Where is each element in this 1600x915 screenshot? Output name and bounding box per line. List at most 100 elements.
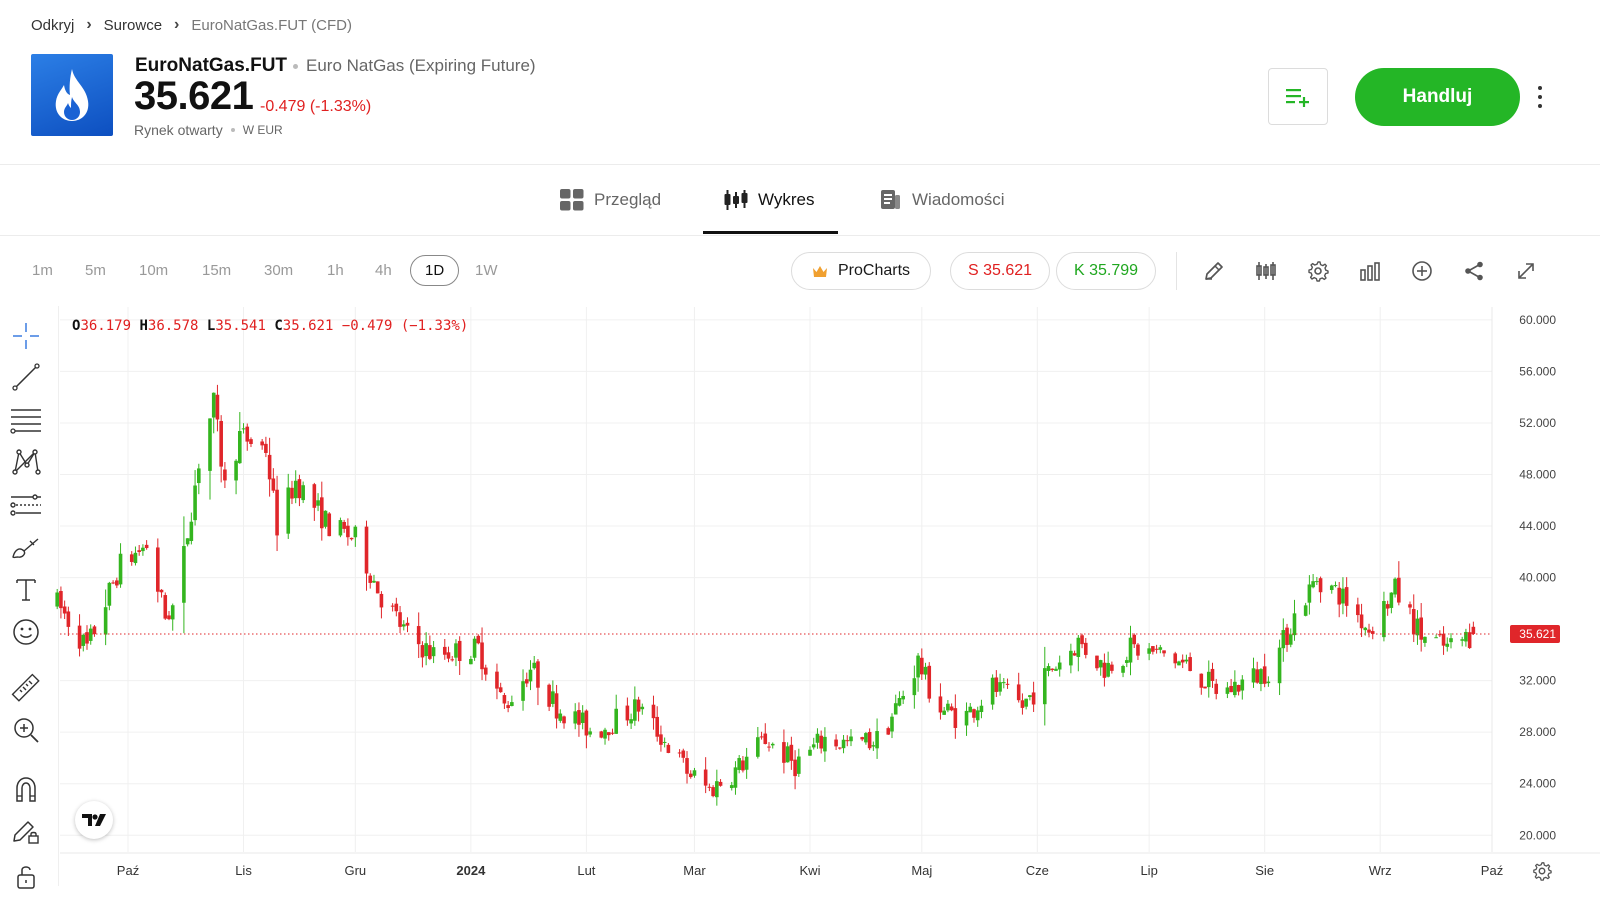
timeframe-4h[interactable]: 4h <box>375 262 392 279</box>
candle-body <box>141 547 145 552</box>
candle-body <box>1266 681 1271 684</box>
candle-body <box>1177 661 1181 666</box>
candle-body <box>785 746 790 763</box>
low-key: L <box>206 318 216 334</box>
candle-body <box>897 698 902 706</box>
candle-type-icon[interactable] <box>1253 258 1279 284</box>
candle-body <box>364 526 369 574</box>
ruler-icon[interactable] <box>10 672 42 704</box>
candle-body <box>1411 609 1416 635</box>
tradingview-logo-icon[interactable] <box>75 801 113 839</box>
candle-body <box>1251 668 1256 683</box>
high-value: 36.578 <box>147 318 199 334</box>
crosshair-icon[interactable] <box>10 320 42 352</box>
candle-body <box>245 426 250 442</box>
add-to-watchlist-button[interactable] <box>1268 68 1328 125</box>
candle-body <box>1180 659 1185 663</box>
brush-icon[interactable] <box>10 532 42 564</box>
candle-body <box>666 744 671 753</box>
magnet-icon[interactable] <box>10 773 42 805</box>
lock-drawings-pencil-icon[interactable] <box>10 815 42 847</box>
trend-line-icon[interactable] <box>10 361 42 393</box>
add-to-list-icon <box>1286 88 1309 107</box>
sell-button[interactable]: S 35.621 <box>950 252 1050 290</box>
pattern-icon[interactable] <box>10 446 42 478</box>
candle-body <box>718 781 723 786</box>
candle-body <box>756 737 760 757</box>
zoom-in-icon[interactable] <box>10 714 42 746</box>
candle-body <box>323 510 328 527</box>
candle-body <box>886 728 891 735</box>
fib-lines-icon[interactable] <box>10 404 42 436</box>
trade-button[interactable]: Handluj <box>1355 68 1520 126</box>
forecast-icon[interactable] <box>10 490 42 522</box>
candle-body <box>1318 578 1323 593</box>
timeframe-5m[interactable]: 5m <box>85 262 106 279</box>
fullscreen-expand-icon[interactable] <box>1513 258 1539 284</box>
text-tool-icon[interactable] <box>10 574 42 606</box>
unlock-icon[interactable] <box>10 860 42 892</box>
timeframe-10m[interactable]: 10m <box>139 262 169 279</box>
add-plus-circle-icon[interactable] <box>1409 258 1435 284</box>
candle-body <box>1288 634 1293 645</box>
flame-icon <box>55 69 89 121</box>
candle-body <box>1199 673 1204 688</box>
timeframe-1h[interactable]: 1h <box>327 262 344 279</box>
candle-body <box>394 603 399 612</box>
tab-overview[interactable]: Przegląd <box>560 166 661 234</box>
x-tick-label: Paź <box>1481 863 1503 878</box>
candle-body <box>875 731 879 749</box>
candle-body <box>834 739 838 747</box>
breadcrumb: Odkryj › Surowce › EuroNatGas.FUT (CFD) <box>31 16 352 34</box>
candle-body <box>1262 666 1267 684</box>
chart-settings-gear-icon[interactable] <box>1531 860 1553 882</box>
tab-news[interactable]: Wiadomości <box>880 166 1005 234</box>
emoji-icon[interactable] <box>10 616 42 648</box>
more-vertical-icon[interactable] <box>1532 84 1548 110</box>
candle-body <box>271 478 276 491</box>
candle-body <box>558 713 563 721</box>
candle-body <box>1449 638 1453 643</box>
candle-body <box>901 695 905 700</box>
timeframe-1m[interactable]: 1m <box>32 262 53 279</box>
candle-body <box>1445 643 1450 647</box>
candle-body <box>275 489 279 536</box>
procharts-button[interactable]: ProCharts <box>791 252 931 290</box>
share-icon[interactable] <box>1461 258 1487 284</box>
candle-body <box>1434 637 1438 639</box>
candle-body <box>159 589 164 593</box>
breadcrumb-discover[interactable]: Odkryj <box>31 16 75 34</box>
candle-body <box>1050 668 1055 671</box>
timeframe-1w[interactable]: 1W <box>475 262 498 279</box>
candle-body <box>264 443 268 453</box>
tab-chart[interactable]: Wykres <box>724 166 815 234</box>
y-tick-label: 48.000 <box>1519 467 1556 481</box>
candle-body <box>528 669 533 682</box>
buy-button[interactable]: K 35.799 <box>1056 252 1156 290</box>
x-tick-label: Gru <box>344 863 366 878</box>
candle-body <box>841 739 846 749</box>
timeframe-1d[interactable]: 1D <box>410 255 460 286</box>
x-tick-label: Lis <box>235 863 252 878</box>
candle-body <box>759 736 764 738</box>
candle-body <box>1162 650 1166 654</box>
timeframe-15m[interactable]: 15m <box>202 262 232 279</box>
candle-body <box>267 454 272 480</box>
candle-body <box>1098 660 1103 668</box>
indicators-icon[interactable] <box>1357 258 1383 284</box>
timeframe-30m[interactable]: 30m <box>264 262 294 279</box>
x-tick-label: Mar <box>683 863 706 878</box>
candle-body <box>1385 604 1390 609</box>
settings-gear-icon[interactable] <box>1305 258 1331 284</box>
candle-body <box>1397 577 1401 603</box>
candle-body <box>469 658 473 665</box>
instrument-name-wrap: Euro NatGas (Expiring Future) <box>293 56 536 76</box>
breadcrumb-commodities[interactable]: Surowce <box>103 16 163 34</box>
draw-pencil-icon[interactable] <box>1201 258 1227 284</box>
candle-body <box>573 711 578 724</box>
candle-body <box>920 657 924 675</box>
candle-body <box>547 684 551 707</box>
candle-body <box>793 759 797 777</box>
candle-body <box>286 487 291 534</box>
